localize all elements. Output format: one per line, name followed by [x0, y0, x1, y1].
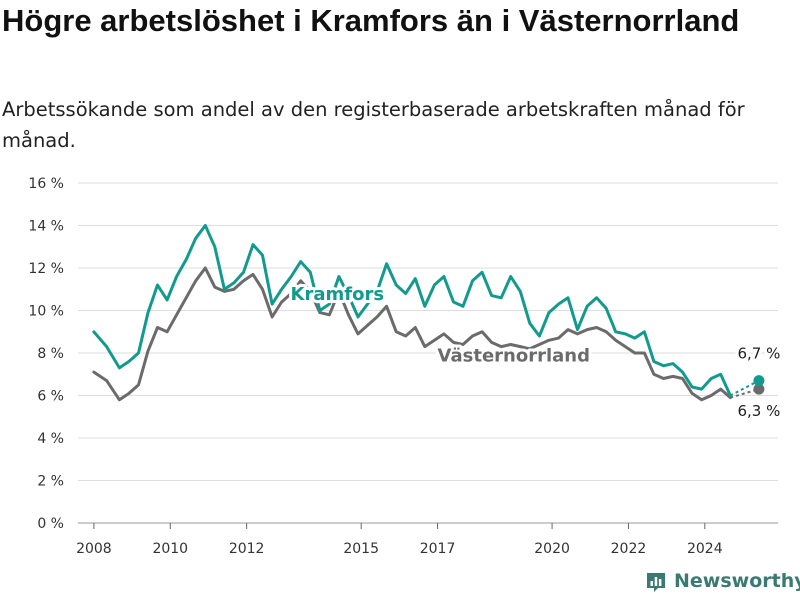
x-tick-label: 2008	[76, 541, 112, 557]
y-axis: 0 % 2 % 4 % 6 % 8 % 10 % 12 % 14 % 16 %	[28, 176, 64, 532]
gridlines	[78, 182, 778, 524]
end-label-kramfors-halo: 6,7 %	[737, 345, 780, 363]
end-label-vasternorrland: 6,3 %	[737, 402, 780, 420]
x-tick-label: 2022	[611, 541, 647, 557]
chart-title: Högre arbetslöshet i Kramfors än i Väste…	[2, 3, 740, 38]
x-tick-label: 2020	[534, 541, 570, 557]
x-tick-label: 2015	[343, 541, 379, 557]
series-label-kramfors: Kramfors	[291, 284, 385, 305]
y-tick-label: 16 %	[28, 176, 64, 192]
brand-name: Newsworthy	[674, 570, 800, 592]
x-tick-label: 2024	[687, 541, 723, 557]
series-labels: KramforsKramforsVästernorrlandVästernorr…	[288, 281, 784, 423]
series-label-kramfors-halo: Kramfors	[291, 284, 385, 305]
x-tick-label: 2012	[229, 541, 265, 557]
series-label-vasternorrland-halo: Västernorrland	[438, 346, 590, 367]
chart-subtitle: Arbetssökande som andel av den registerb…	[2, 98, 745, 152]
y-tick-label: 14 %	[28, 219, 64, 235]
y-tick-label: 0 %	[37, 516, 64, 532]
series-line-västernorrland	[92, 266, 732, 402]
y-tick-label: 2 %	[37, 474, 64, 490]
series-line-kramfors	[92, 224, 732, 397]
y-tick-label: 6 %	[37, 389, 64, 405]
end-label-kramfors: 6,7 %	[737, 345, 780, 363]
end-marker-kramfors	[753, 375, 765, 387]
y-tick-label: 4 %	[37, 431, 64, 447]
x-tick-label: 2010	[152, 541, 188, 557]
end-label-vasternorrland-halo: 6,3 %	[737, 402, 780, 420]
series-lines	[92, 224, 765, 402]
series-label-vasternorrland: Västernorrland	[438, 346, 590, 367]
y-tick-label: 10 %	[28, 304, 64, 320]
x-tick-label: 2017	[420, 541, 456, 557]
y-tick-label: 12 %	[28, 261, 64, 277]
y-tick-label: 8 %	[37, 346, 64, 362]
bar-chart-logo-icon	[647, 573, 665, 592]
end-marker-västernorrland	[753, 383, 765, 395]
newsworthy-brand[interactable]: Newsworthy	[644, 569, 800, 593]
x-axis: 2008 2010 2012 2015 2017 2020 2022 2024	[76, 523, 723, 557]
